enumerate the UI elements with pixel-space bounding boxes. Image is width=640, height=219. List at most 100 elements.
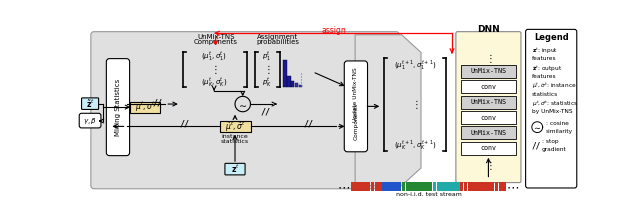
FancyBboxPatch shape: [298, 85, 302, 87]
Text: Components: Components: [353, 103, 358, 140]
FancyBboxPatch shape: [382, 182, 386, 191]
Text: //: //: [532, 141, 541, 150]
Text: similarity: similarity: [546, 129, 573, 134]
FancyBboxPatch shape: [421, 182, 425, 191]
Text: //: //: [152, 98, 163, 107]
Text: $(\mu_K^t, \sigma_K^t)$: $(\mu_K^t, \sigma_K^t)$: [201, 75, 227, 88]
Text: //: //: [261, 107, 271, 116]
FancyBboxPatch shape: [363, 182, 367, 191]
FancyBboxPatch shape: [406, 182, 409, 191]
FancyBboxPatch shape: [413, 182, 417, 191]
Text: $\mu^t, \bar{\sigma}^t$: statistics: $\mu^t, \bar{\sigma}^t$: statistics: [532, 99, 578, 109]
FancyBboxPatch shape: [433, 182, 436, 191]
FancyBboxPatch shape: [283, 60, 287, 87]
FancyBboxPatch shape: [472, 182, 475, 191]
FancyBboxPatch shape: [461, 95, 516, 109]
Text: $(\mu_K^{t+1}, \sigma_K^{t+1})$: $(\mu_K^{t+1}, \sigma_K^{t+1})$: [394, 138, 436, 151]
FancyBboxPatch shape: [294, 83, 298, 87]
Text: $\vdots$: $\vdots$: [484, 159, 492, 172]
FancyBboxPatch shape: [499, 182, 502, 191]
FancyBboxPatch shape: [394, 182, 397, 191]
FancyBboxPatch shape: [359, 182, 363, 191]
Text: conv: conv: [481, 84, 497, 90]
FancyBboxPatch shape: [467, 182, 471, 191]
Text: $p_1^t$: $p_1^t$: [262, 49, 271, 62]
Text: UnMix-TNS: UnMix-TNS: [470, 68, 506, 74]
Text: $\bar{\mu}^t, \bar{\sigma}^t$: $\bar{\mu}^t, \bar{\sigma}^t$: [135, 100, 156, 114]
FancyBboxPatch shape: [461, 65, 516, 78]
FancyBboxPatch shape: [374, 182, 378, 191]
Text: UnMix-TNS: UnMix-TNS: [470, 99, 506, 105]
FancyBboxPatch shape: [367, 182, 371, 191]
FancyBboxPatch shape: [220, 121, 250, 132]
Text: //: //: [303, 120, 314, 129]
FancyBboxPatch shape: [456, 32, 521, 183]
Text: probabilities: probabilities: [256, 39, 299, 46]
Text: : stop: : stop: [542, 139, 559, 144]
FancyBboxPatch shape: [91, 32, 399, 189]
FancyBboxPatch shape: [225, 163, 245, 175]
Text: $(\mu_1^{t+1}, \sigma_1^{t+1})$: $(\mu_1^{t+1}, \sigma_1^{t+1})$: [394, 58, 436, 71]
FancyBboxPatch shape: [487, 182, 490, 191]
FancyBboxPatch shape: [351, 182, 355, 191]
Text: $\cdots$: $\cdots$: [337, 180, 350, 193]
Text: Components: Components: [194, 39, 237, 46]
FancyBboxPatch shape: [448, 182, 452, 191]
FancyBboxPatch shape: [81, 98, 99, 110]
FancyBboxPatch shape: [106, 59, 129, 156]
FancyBboxPatch shape: [502, 182, 506, 191]
FancyBboxPatch shape: [461, 111, 516, 124]
Text: $\vdots$: $\vdots$: [263, 63, 271, 76]
FancyBboxPatch shape: [452, 182, 456, 191]
Text: $\gamma,\beta$: $\gamma,\beta$: [83, 116, 97, 126]
FancyBboxPatch shape: [440, 182, 444, 191]
FancyBboxPatch shape: [461, 126, 516, 140]
FancyBboxPatch shape: [495, 182, 499, 191]
FancyBboxPatch shape: [410, 182, 413, 191]
Text: $\tilde{\mu}^t, \tilde{\sigma}^t$: instance: $\tilde{\mu}^t, \tilde{\sigma}^t$: insta…: [532, 81, 577, 91]
FancyBboxPatch shape: [425, 182, 429, 191]
Text: $\mathbf{z}^t$: $\mathbf{z}^t$: [230, 163, 239, 175]
Text: $(\mu_1^t, \sigma_1^t)$: $(\mu_1^t, \sigma_1^t)$: [201, 49, 227, 62]
FancyBboxPatch shape: [476, 182, 479, 191]
Text: Assignment: Assignment: [257, 34, 298, 40]
FancyBboxPatch shape: [461, 142, 516, 155]
FancyBboxPatch shape: [287, 76, 291, 87]
FancyBboxPatch shape: [460, 182, 463, 191]
Text: non-i.i.d. test stream: non-i.i.d. test stream: [396, 192, 461, 197]
FancyBboxPatch shape: [525, 29, 577, 188]
FancyBboxPatch shape: [444, 182, 448, 191]
FancyBboxPatch shape: [386, 182, 390, 191]
FancyBboxPatch shape: [344, 61, 367, 152]
Text: $\tilde{\mu}^t, \tilde{\sigma}^t$: $\tilde{\mu}^t, \tilde{\sigma}^t$: [225, 119, 245, 134]
Text: $\vdots$: $\vdots$: [211, 63, 218, 76]
FancyBboxPatch shape: [131, 102, 160, 113]
FancyBboxPatch shape: [436, 182, 440, 191]
FancyBboxPatch shape: [479, 182, 483, 191]
FancyBboxPatch shape: [390, 182, 394, 191]
Text: statistics: statistics: [532, 92, 558, 97]
Text: features: features: [532, 56, 556, 61]
Text: Legend: Legend: [534, 33, 568, 42]
Text: $\sim$: $\sim$: [532, 123, 542, 132]
FancyBboxPatch shape: [417, 182, 420, 191]
Text: $\mathbf{z}^t$: input: $\mathbf{z}^t$: input: [532, 46, 558, 56]
Text: conv: conv: [481, 145, 497, 151]
FancyBboxPatch shape: [491, 182, 494, 191]
Text: conv: conv: [481, 115, 497, 120]
Text: //: //: [180, 120, 189, 129]
Polygon shape: [355, 35, 421, 186]
FancyBboxPatch shape: [483, 182, 486, 191]
FancyBboxPatch shape: [378, 182, 382, 191]
Text: $\sim$: $\sim$: [237, 99, 248, 109]
Text: gradient: gradient: [542, 147, 566, 152]
FancyBboxPatch shape: [429, 182, 433, 191]
Text: assign: assign: [322, 26, 347, 35]
Text: $\tilde{\mathbf{z}}^t$: output: $\tilde{\mathbf{z}}^t$: output: [532, 64, 562, 74]
Text: $\cdots$: $\cdots$: [506, 180, 519, 193]
Text: by UnMix-TNS: by UnMix-TNS: [532, 109, 572, 114]
Text: features: features: [532, 74, 556, 79]
Text: DNN: DNN: [477, 25, 500, 34]
Text: $\vdots$: $\vdots$: [411, 97, 419, 111]
FancyBboxPatch shape: [397, 182, 401, 191]
